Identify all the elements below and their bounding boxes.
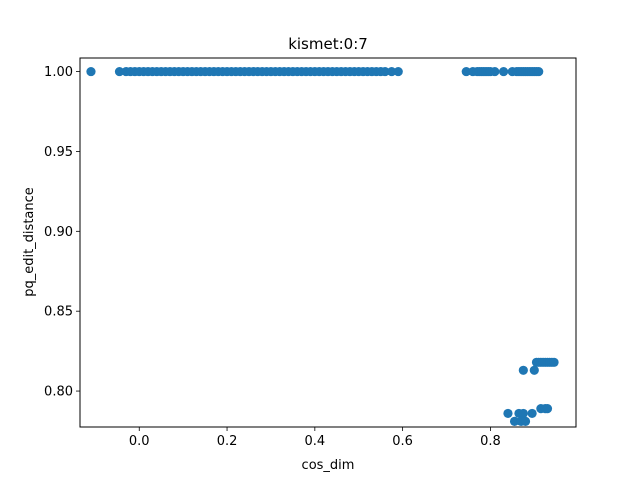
- data-point: [509, 416, 520, 427]
- x-tick-label: 0.4: [304, 434, 325, 449]
- y-axis-ticks: 0.80 0.85 0.90 0.95 1.00: [44, 65, 80, 400]
- x-tick-label: 0.8: [480, 434, 501, 449]
- y-tick-label: 0.80: [44, 385, 73, 400]
- data-point: [387, 66, 397, 77]
- data-point: [549, 357, 559, 367]
- x-tick-label: 0.2: [217, 434, 238, 449]
- data-point: [380, 66, 390, 77]
- data-point: [529, 365, 539, 375]
- data-points: [86, 66, 559, 427]
- data-point: [527, 408, 537, 419]
- data-point: [114, 66, 125, 77]
- y-axis-label: pq_edit_distance: [22, 187, 37, 297]
- x-axis-ticks: 0.0 0.2 0.4 0.6 0.8: [129, 427, 501, 449]
- data-point: [498, 66, 509, 77]
- plot-frame: [79, 57, 577, 428]
- x-tick-label: 0.6: [392, 434, 413, 449]
- data-point: [461, 66, 471, 77]
- data-point: [534, 66, 544, 77]
- data-point: [490, 66, 500, 77]
- y-tick-label: 0.90: [44, 225, 73, 240]
- x-tick-label: 0.0: [129, 434, 150, 449]
- data-point: [518, 408, 528, 419]
- data-point: [86, 66, 96, 77]
- y-tick-label: 0.85: [44, 305, 73, 320]
- y-tick-label: 0.95: [44, 145, 73, 160]
- data-point: [393, 66, 403, 77]
- x-axis-label: cos_dim: [302, 458, 355, 473]
- data-point: [518, 365, 528, 375]
- data-point: [542, 404, 553, 414]
- data-point: [520, 416, 531, 427]
- chart-title: kismet:0:7: [288, 35, 368, 53]
- y-tick-label: 1.00: [44, 65, 73, 80]
- data-point: [503, 408, 513, 419]
